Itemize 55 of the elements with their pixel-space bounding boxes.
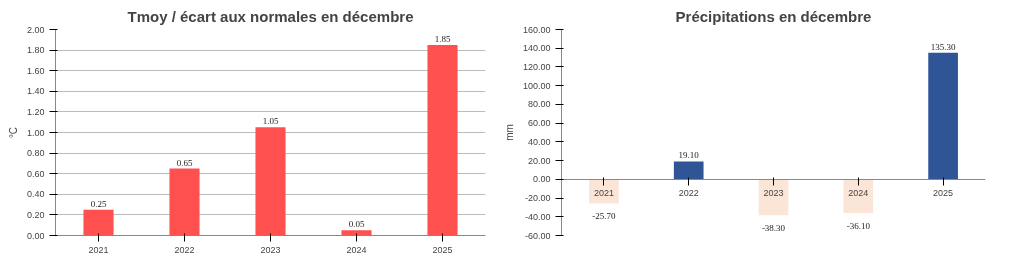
x-tick-label: 2021 [88,244,109,255]
data-label: -36.10 [846,221,871,232]
data-label: 1.85 [434,33,451,44]
y-tick-label: 40.00 [527,136,551,147]
x-tick-label: 2022 [678,188,699,199]
bar [673,161,704,180]
y-tick-label: 1.00 [26,127,45,138]
bar [255,127,286,236]
data-label: 0.25 [90,198,107,209]
data-label: 135.30 [930,41,956,52]
data-label: -25.70 [592,211,617,222]
y-tick-label: 0.60 [26,168,45,179]
bar [83,209,114,236]
data-label: 0.05 [348,219,365,230]
y-tick-label: 120.00 [522,61,551,72]
bar [843,179,874,214]
y-tick-label: 20.00 [527,155,551,166]
x-tick-label: 2021 [593,188,614,199]
y-tick-label: 0.00 [532,174,551,185]
chart-title: Tmoy / écart aux normales en décembre [127,7,414,25]
x-tick-label: 2024 [848,188,869,199]
y-tick-label: 80.00 [527,99,551,110]
x-tick-label: 2022 [174,244,195,255]
bar [169,168,200,236]
y-tick-label: 2.00 [26,24,45,35]
x-tick-label: 2023 [763,188,784,199]
y-tick-label: 1.80 [26,45,45,56]
chart-title: Précipitations en décembre [675,7,872,25]
x-tick-label: 2024 [346,244,367,255]
y-tick-label: -60.00 [524,230,551,241]
data-label: -38.30 [761,223,786,234]
bar [341,230,372,236]
y-axis-title: mm [503,124,515,141]
data-label: 1.05 [262,116,279,127]
y-tick-label: 60.00 [527,118,551,129]
y-tick-label: -40.00 [524,211,551,222]
y-tick-label: 0.80 [26,148,45,159]
x-tick-label: 2023 [260,244,281,255]
data-label: 19.10 [678,150,700,161]
x-tick-label: 2025 [933,188,954,199]
y-tick-label: 1.60 [26,65,45,76]
data-label: 0.65 [176,157,193,168]
y-tick-label: 0.20 [26,209,45,220]
bar [928,52,958,180]
y-tick-label: 100.00 [522,80,551,91]
y-tick-label: -20.00 [524,193,551,204]
y-tick-label: 0.00 [26,230,45,241]
y-tick-label: 0.40 [26,189,45,200]
x-tick-label: 2025 [432,244,453,255]
y-tick-label: 140.00 [522,43,551,54]
bar [427,44,458,236]
y-tick-label: 1.40 [26,86,45,97]
y-axis-title: °C [7,126,19,139]
y-tick-label: 160.00 [522,24,551,35]
y-tick-label: 1.20 [26,106,45,117]
